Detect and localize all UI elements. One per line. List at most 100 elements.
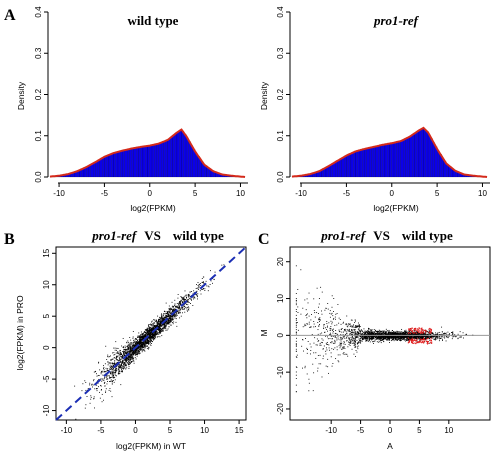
ma-c-point — [374, 336, 376, 338]
scatter-b-point — [119, 365, 121, 367]
scatter-b-point — [156, 322, 158, 324]
ma-c-point — [407, 331, 409, 333]
scatter-b-point — [117, 347, 119, 349]
scatter-b-point — [109, 381, 110, 382]
scatter-b-point — [156, 321, 158, 323]
ma-c-point — [392, 332, 394, 334]
scatter-b-point — [165, 326, 166, 328]
scatter-b-point — [118, 370, 120, 372]
scatter-b-point — [144, 349, 145, 351]
ma-c-point — [363, 333, 365, 335]
ma-c-point — [295, 304, 297, 306]
scatter-b-point — [207, 285, 209, 287]
scatter-b-point — [177, 297, 179, 299]
ma-c-point — [330, 342, 332, 344]
scatter-b-point — [149, 335, 150, 337]
ma-c-point — [341, 342, 343, 344]
scatter-b-point — [155, 332, 157, 334]
scatter-b-point — [201, 288, 203, 290]
scatter-b-point — [143, 342, 145, 344]
scatter-b-point — [124, 363, 126, 365]
histogram-pro1-ref: pro1-ref -10 -5 0 5 10 0.00.10.20.30.4 log2(… — [259, 6, 490, 213]
scatter-b-point — [128, 348, 130, 350]
scatter-b-point — [198, 286, 200, 288]
hist-pro-ytick-label: 0.1 — [276, 130, 285, 142]
scatter-b-point — [153, 325, 155, 327]
scatter-b-point — [173, 315, 175, 316]
ma-c-point — [366, 340, 367, 342]
scatter-b-point — [81, 390, 83, 392]
scatter-b-point — [130, 350, 132, 352]
scatter-b-point — [138, 349, 140, 351]
hist-wt-bar — [156, 143, 159, 178]
scatter-b-point — [130, 361, 132, 362]
ma-c-point — [383, 341, 385, 343]
scatter-b-point — [113, 357, 115, 358]
scatter-b-point — [158, 325, 160, 327]
scatter-b-point — [119, 353, 121, 355]
ma-c-point — [389, 333, 391, 335]
hist-wt-xtick-label: 0 — [148, 189, 153, 198]
scatter-b-point — [124, 347, 126, 348]
ma-c-point — [416, 335, 418, 337]
ma-c-point — [374, 336, 376, 338]
ma-c-point — [427, 331, 428, 332]
scatter-b-point — [134, 340, 136, 342]
hist-wt-bar — [138, 147, 141, 178]
ma-c-point — [442, 333, 444, 334]
scatter-b-point — [160, 317, 161, 319]
ma-c-point — [354, 329, 356, 331]
ma-c-point — [439, 337, 441, 339]
scatter-b-point — [186, 307, 188, 309]
ma-c-point — [357, 325, 359, 327]
ma-c-point — [449, 333, 451, 335]
scatter-b-point — [75, 418, 77, 420]
scatter-b-point — [169, 308, 171, 310]
ma-c-point — [375, 335, 377, 337]
ma-c-point — [390, 337, 392, 339]
scatter-b-point — [121, 345, 123, 347]
hist-pro-bar — [357, 150, 361, 178]
scatter-b-point — [157, 324, 158, 326]
ma-c-point — [421, 337, 423, 339]
scatter-b-point — [129, 362, 131, 364]
scatter-b-point — [142, 342, 144, 344]
scatter-b-point — [144, 340, 146, 341]
scatter-b-point — [140, 349, 142, 351]
hist-wt-bar — [165, 140, 168, 178]
scatter-b-point — [106, 369, 108, 371]
scatter-b-point — [128, 352, 130, 354]
ma-c-point — [434, 338, 436, 339]
scatter-b-point — [138, 335, 140, 337]
scatter-b-point — [146, 332, 148, 334]
scatter-b-point — [150, 345, 152, 347]
scatter-b-point — [151, 327, 153, 329]
scatter-b-point — [128, 364, 129, 366]
scatter-b-point — [111, 365, 112, 367]
ma-c-point — [369, 333, 371, 335]
scatter-b-point — [85, 381, 87, 383]
scatter-b-point — [154, 325, 155, 327]
ma-c-point — [374, 332, 376, 334]
scatter-b-point — [174, 313, 176, 315]
scatter-b-point — [214, 271, 216, 273]
ma-c-point — [300, 313, 302, 315]
scatter-b-point — [127, 340, 129, 342]
hist-pro-bar — [409, 135, 413, 178]
ma-c-point — [385, 335, 387, 337]
scatter-b-point — [172, 305, 174, 307]
scatter-b-point — [146, 339, 148, 341]
scatter-b-point — [171, 316, 173, 317]
ma-c-point — [354, 345, 356, 347]
scatter-b-point — [151, 321, 152, 323]
scatter-b-point — [149, 339, 151, 341]
scatter-b-point — [165, 316, 167, 318]
ma-c-point — [312, 363, 314, 365]
ma-c-point — [370, 336, 372, 338]
ma-c-point — [327, 366, 329, 368]
scatter-b-point — [150, 332, 152, 334]
ma-c-point — [357, 342, 359, 344]
scatter-b-xtick-label: 15 — [235, 426, 244, 435]
ma-c-point — [387, 337, 388, 339]
ma-c-point — [332, 329, 333, 331]
